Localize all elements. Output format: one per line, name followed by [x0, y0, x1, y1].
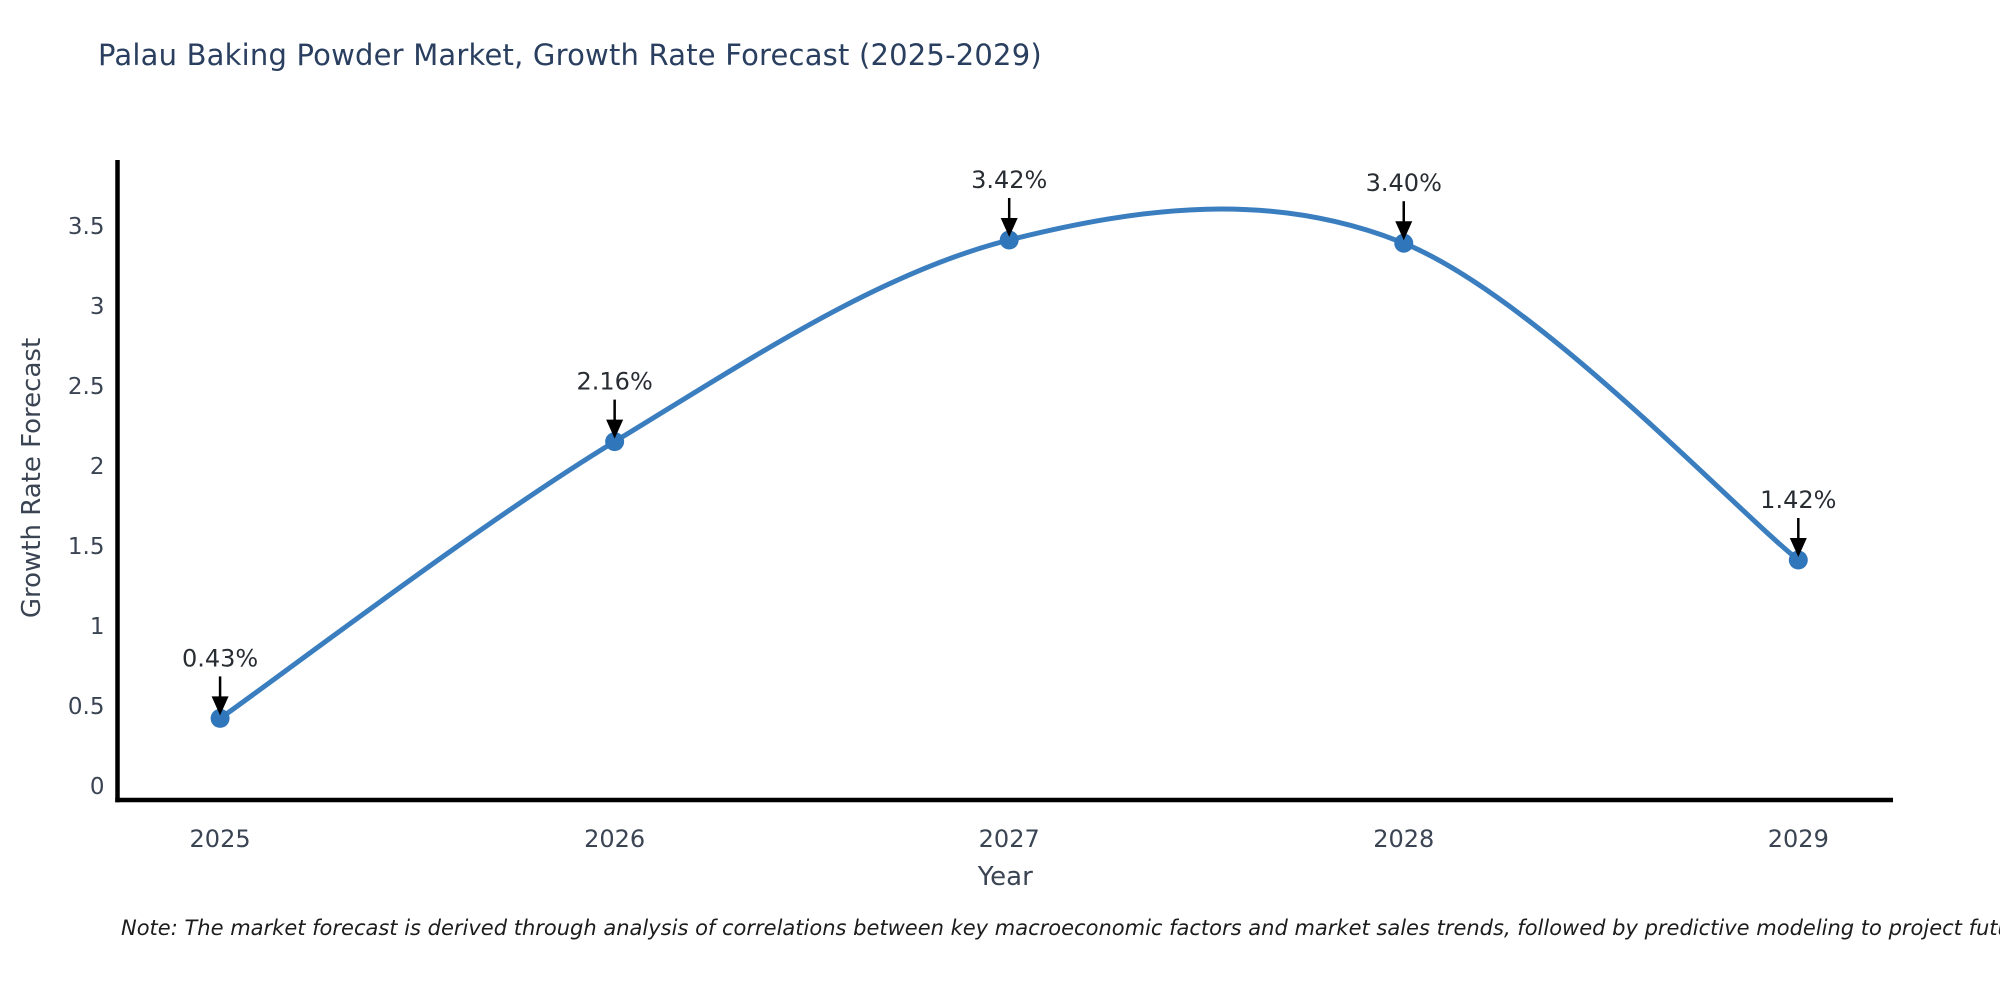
y-tick-label: 1.5 — [68, 534, 105, 560]
y-axis-title: Growth Rate Forecast — [17, 338, 47, 618]
annotation-arrowhead — [1000, 218, 1018, 237]
footnote: Note: The market forecast is derived thr… — [121, 916, 2000, 940]
y-tick-label: 0 — [90, 774, 105, 800]
annotation-arrowhead — [1395, 221, 1413, 241]
y-tick-label: 2.5 — [68, 374, 105, 400]
annotation-arrowhead — [211, 696, 229, 716]
data-point-label: 3.40% — [1366, 169, 1442, 197]
x-tick-label: 2027 — [979, 825, 1040, 853]
y-tick-label: 1 — [90, 614, 105, 640]
data-point-marker — [999, 230, 1019, 250]
x-axis-title: Year — [977, 862, 1033, 892]
chart-title: Palau Baking Powder Market, Growth Rate … — [98, 38, 1042, 72]
y-tick-label: 0.5 — [68, 694, 105, 720]
data-point-marker — [1394, 233, 1414, 253]
annotation-arrowhead — [606, 419, 624, 439]
annotation-arrowhead — [1789, 538, 1807, 557]
data-point-label: 1.42% — [1760, 486, 1836, 514]
data-point-marker — [605, 432, 625, 452]
data-point-label: 0.43% — [182, 644, 258, 672]
data-point-marker — [1788, 550, 1808, 570]
data-point-label: 3.42% — [971, 166, 1047, 194]
y-tick-label: 2 — [90, 454, 105, 480]
x-tick-label: 2028 — [1373, 825, 1434, 853]
x-tick-label: 2025 — [190, 825, 251, 853]
y-tick-label: 3.5 — [68, 214, 105, 240]
y-tick-label: 3 — [90, 294, 105, 320]
x-tick-label: 2029 — [1768, 825, 1829, 853]
data-point-label: 2.16% — [577, 368, 653, 396]
x-tick-label: 2026 — [584, 825, 645, 853]
forecast-line — [217, 206, 1801, 721]
data-point-marker — [210, 708, 230, 728]
